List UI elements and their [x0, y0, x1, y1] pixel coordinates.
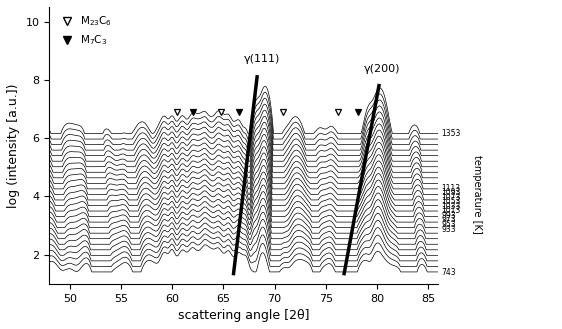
Y-axis label: log (intensity [a.u.]): log (intensity [a.u.]) — [7, 83, 20, 208]
Text: 1053: 1053 — [441, 197, 461, 206]
Text: temperature [K]: temperature [K] — [472, 155, 482, 234]
Text: γ(111): γ(111) — [244, 54, 280, 64]
Text: 743: 743 — [441, 267, 456, 277]
Text: 1093: 1093 — [441, 188, 461, 197]
Text: 1013: 1013 — [441, 206, 461, 215]
Text: 1113: 1113 — [441, 184, 460, 193]
Legend: M$_{23}$C$_6$, M$_7$C$_3$: M$_{23}$C$_6$, M$_7$C$_3$ — [55, 12, 115, 49]
Text: 1033: 1033 — [441, 202, 461, 211]
Text: γ(200): γ(200) — [364, 64, 400, 74]
Text: 953: 953 — [441, 220, 456, 229]
Text: 933: 933 — [441, 224, 456, 234]
Text: 993: 993 — [441, 211, 456, 220]
Text: 973: 973 — [441, 215, 456, 224]
X-axis label: scattering angle [2θ]: scattering angle [2θ] — [178, 309, 310, 322]
Text: 1353: 1353 — [441, 129, 461, 138]
Text: 1073: 1073 — [441, 193, 461, 202]
